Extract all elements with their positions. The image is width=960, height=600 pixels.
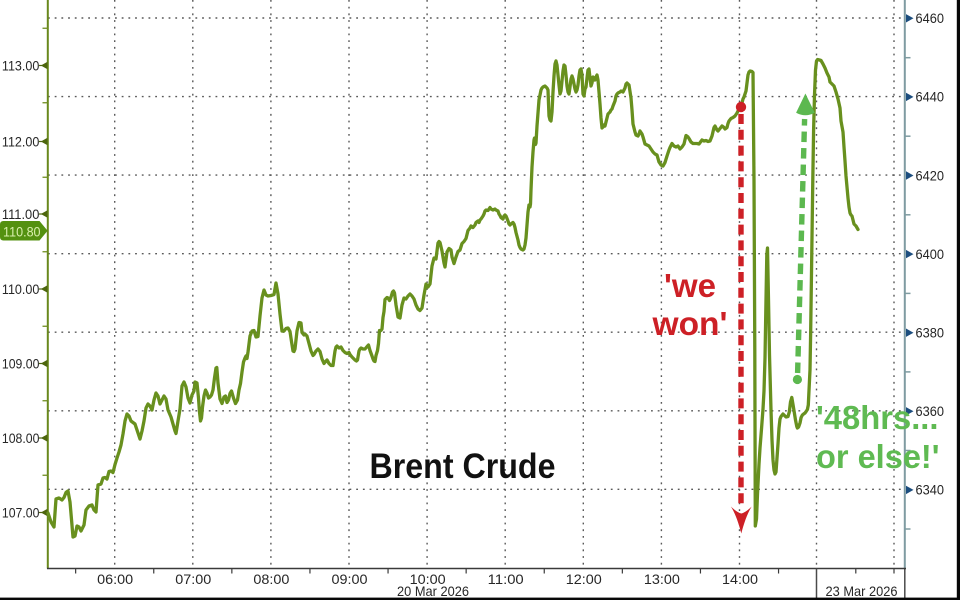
svg-text:110.80: 110.80 — [3, 223, 41, 239]
svg-text:6340: 6340 — [916, 482, 945, 498]
svg-text:110.00: 110.00 — [2, 281, 40, 297]
svg-text:12:00: 12:00 — [566, 571, 602, 587]
svg-text:6420: 6420 — [916, 167, 945, 183]
svg-text:6360: 6360 — [916, 403, 945, 419]
svg-text:6440: 6440 — [916, 89, 945, 105]
svg-text:109.00: 109.00 — [2, 355, 40, 371]
svg-text:112.00: 112.00 — [2, 133, 40, 149]
svg-text:20 Mar 2026: 20 Mar 2026 — [397, 584, 469, 599]
svg-text:Brent Crude: Brent Crude — [370, 447, 556, 486]
svg-text:23 Mar 2026: 23 Mar 2026 — [826, 584, 898, 599]
svg-text:07:00: 07:00 — [175, 571, 211, 587]
svg-text:108.00: 108.00 — [2, 430, 40, 446]
svg-text:'48hrs...: '48hrs... — [816, 399, 939, 436]
svg-text:09:00: 09:00 — [332, 571, 368, 587]
svg-text:06:00: 06:00 — [97, 571, 133, 587]
svg-text:11:00: 11:00 — [488, 571, 524, 587]
svg-text:'we: 'we — [664, 267, 716, 304]
svg-text:or else!': or else!' — [816, 438, 940, 475]
svg-text:14:00: 14:00 — [722, 571, 758, 587]
svg-text:107.00: 107.00 — [2, 504, 40, 520]
svg-text:111.00: 111.00 — [2, 206, 40, 222]
svg-text:13:00: 13:00 — [644, 571, 680, 587]
svg-text:08:00: 08:00 — [253, 571, 289, 587]
svg-text:won': won' — [651, 305, 727, 342]
svg-text:6380: 6380 — [916, 325, 945, 341]
svg-text:113.00: 113.00 — [2, 57, 40, 73]
svg-text:10:00: 10:00 — [410, 571, 446, 587]
svg-text:6400: 6400 — [916, 246, 945, 262]
svg-text:6460: 6460 — [916, 10, 945, 26]
